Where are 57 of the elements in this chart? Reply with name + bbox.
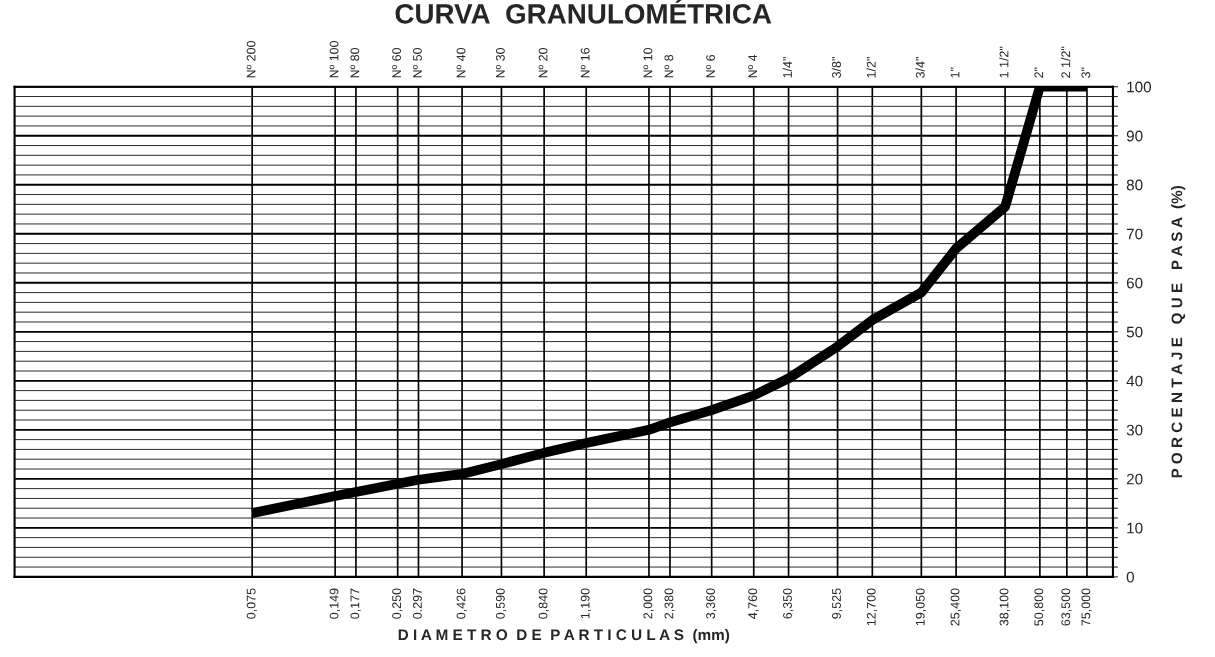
x-tick-label: 0,149 — [329, 588, 340, 619]
text: Nº 200 — [246, 40, 256, 78]
x-tick-label: 0,177 — [350, 588, 361, 619]
x-tick-label: 4,760 — [748, 588, 759, 619]
x-tick-label: 19,050 — [915, 588, 927, 626]
y-tick-label: 100 — [1127, 81, 1152, 93]
x-tick-label: 50,800 — [1034, 588, 1045, 626]
x-tick-label: 9,525 — [832, 588, 843, 619]
text: Nº 8 — [664, 54, 674, 78]
text: Nº 4 — [748, 54, 757, 78]
text: Nº 20 — [538, 47, 548, 78]
y-tick-label: 50 — [1126, 326, 1143, 338]
x-tick-label: 3,360 — [706, 588, 717, 619]
text: Nº 80 — [350, 47, 360, 78]
x-tick-label: 38,100 — [999, 588, 1010, 626]
y-tick-label: 70 — [1126, 228, 1143, 240]
x-tick-label: 0,590 — [495, 588, 507, 619]
text: 1" — [950, 67, 960, 78]
y-tick-label: 40 — [1126, 375, 1143, 387]
y-tick-label: 10 — [1127, 522, 1143, 534]
x-axis-title: D I A M E T R O D E P A R T I C U L A S (mm) — [398, 628, 730, 644]
x-tick-label: 0.297 — [412, 588, 422, 619]
x-tick-label: 0,075 — [246, 588, 258, 619]
text: 3" — [1081, 67, 1091, 78]
x-tick-label: 0,840 — [538, 588, 549, 619]
x-tick-label: 25,400 — [950, 588, 961, 626]
x-tick-label: 75,000 — [1081, 588, 1092, 626]
text: 2 1/2" — [1061, 46, 1071, 78]
y-tick-label: 90 — [1126, 130, 1143, 142]
x-tick-label: 63,500 — [1061, 588, 1072, 626]
x-tick-label: 1,190 — [580, 588, 592, 619]
text: 1/4" — [782, 57, 792, 78]
x-tick-label: 2,380 — [664, 588, 675, 619]
x-tick-label: 2,000 — [643, 588, 654, 619]
text: 3/4" — [915, 57, 925, 78]
y-tick-label: 60 — [1126, 277, 1143, 289]
x-tick-label: 12,700 — [866, 588, 878, 626]
text: 1 1/2" — [999, 46, 1009, 78]
text: Nº 60 — [392, 47, 402, 78]
text: Nº 16 — [580, 47, 590, 78]
text: 2" — [1034, 67, 1044, 78]
x-tick-label: 0,250 — [392, 588, 403, 619]
y-tick-label: 20 — [1126, 473, 1143, 485]
text: 3/8" — [831, 57, 841, 78]
text: Nº 10 — [643, 47, 653, 78]
text: Nº 40 — [456, 47, 466, 78]
text: Nº 100 — [329, 40, 339, 78]
text: Nº 6 — [706, 54, 716, 78]
x-tick-label: 0,426 — [456, 588, 467, 619]
y-tick-label: 30 — [1126, 424, 1143, 436]
text: Nº 50 — [412, 47, 422, 78]
y-axis-title: P O R C E N T A J E Q U E P A S A (%) — [1171, 185, 1186, 478]
text: Nº 30 — [495, 47, 505, 78]
y-tick-label: 0 — [1126, 571, 1135, 583]
y-tick-label: 80 — [1126, 179, 1143, 191]
x-tick-label: 6,350 — [783, 588, 794, 619]
text: 1/2" — [866, 57, 876, 78]
